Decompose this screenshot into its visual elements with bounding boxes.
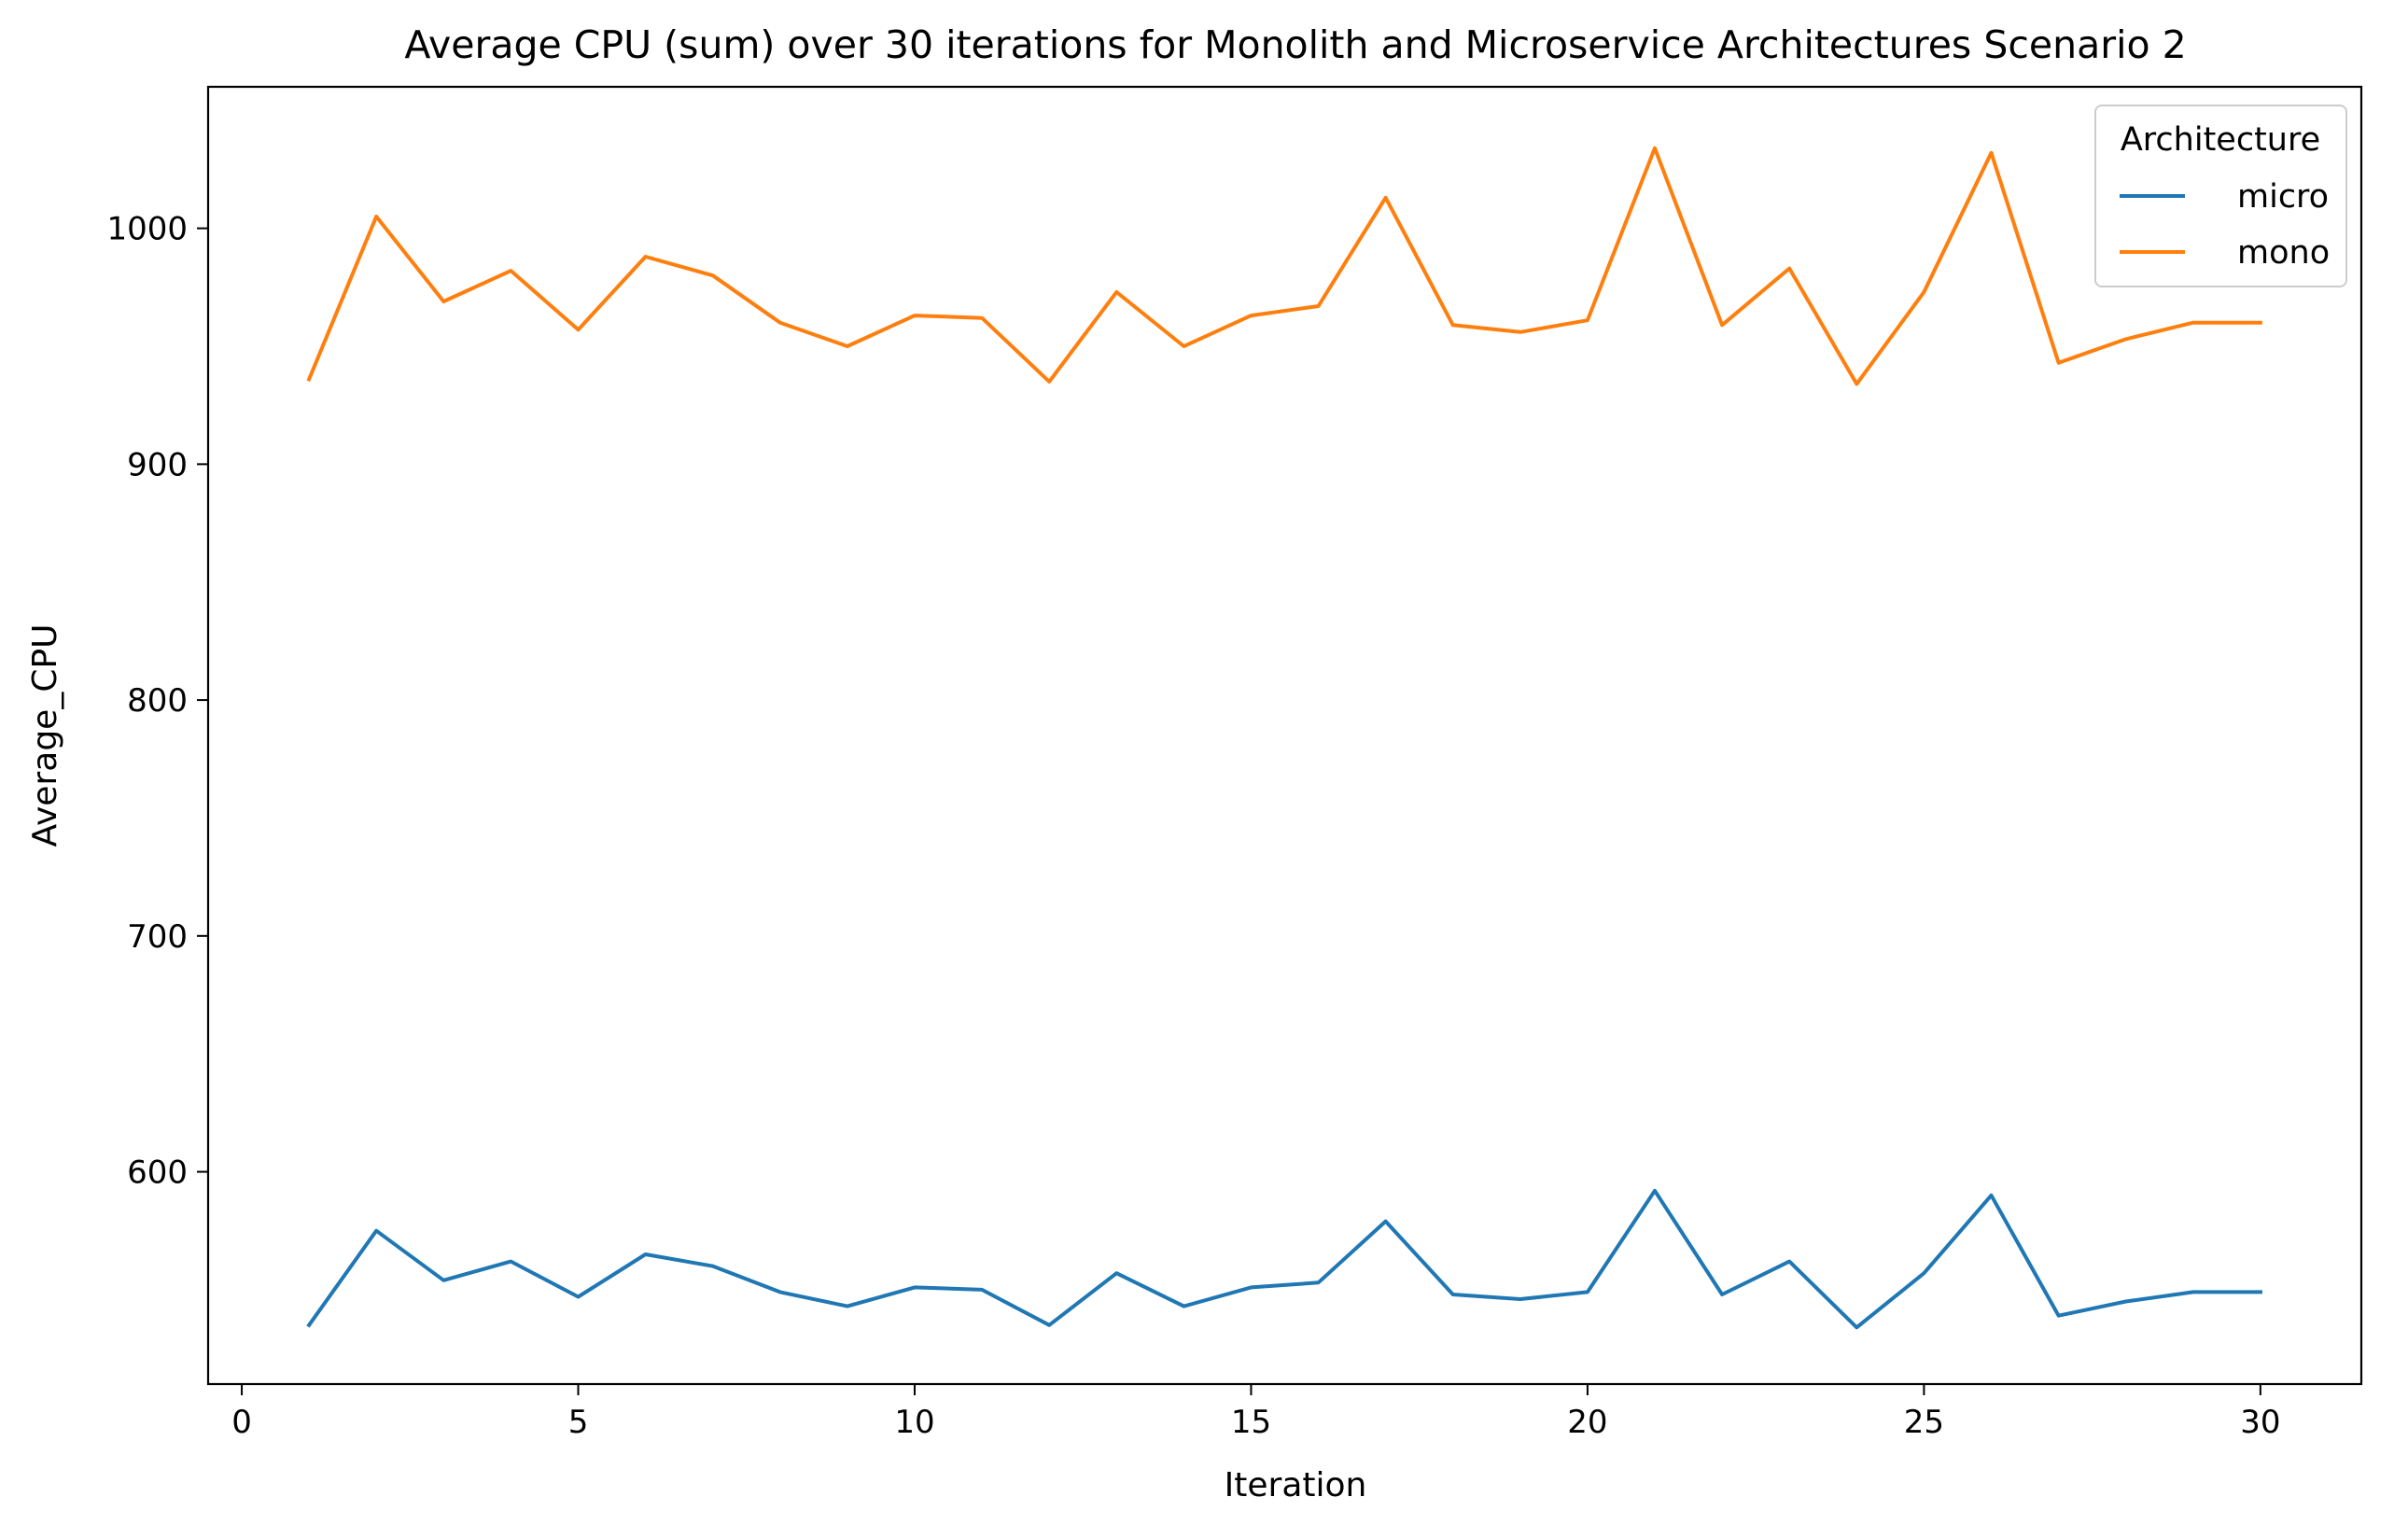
legend-label-micro: micro [2237,178,2329,216]
series-line-mono [306,146,2262,386]
legend-frame [2094,105,2347,287]
y-axis: 600 700 800 900 1000 [106,211,208,1192]
x-tick-label: 30 [2240,1404,2280,1441]
x-tick-label: 0 [231,1404,252,1441]
y-axis-label: Average_CPU [26,623,64,846]
x-tick-label: 25 [1904,1404,1944,1441]
legend-label-mono: mono [2237,234,2330,272]
x-tick-label: 10 [894,1404,934,1441]
y-tick-label: 600 [127,1154,188,1192]
legend: Architecture micro mono [2094,105,2347,287]
y-tick-label: 900 [127,446,188,483]
y-tick-label: 800 [127,682,188,720]
plot-frame [206,85,2363,1386]
x-axis: 0 5 10 15 20 25 30 [231,1384,2280,1441]
series-layer [306,146,2262,1330]
legend-items: micro mono [2120,178,2330,272]
y-tick-label: 700 [127,918,188,956]
x-axis-label: Iteration [1225,1466,1367,1504]
chart-title: Average CPU (sum) over 30 iterations for… [404,22,2186,67]
plot-area [206,85,2363,1386]
legend-title: Architecture [2121,121,2320,159]
x-tick-label: 15 [1231,1404,1271,1441]
y-tick-label: 1000 [106,211,188,248]
x-tick-label: 5 [568,1404,589,1441]
series-line-micro [306,1188,2262,1330]
x-tick-label: 20 [1567,1404,1607,1441]
